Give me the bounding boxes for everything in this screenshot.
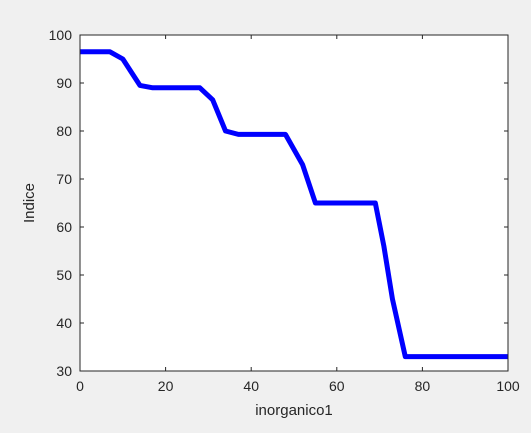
x-tick-label: 20 (158, 378, 174, 394)
y-tick-label: 70 (56, 171, 72, 187)
x-tick-label: 60 (329, 378, 345, 394)
series-line (80, 49, 508, 360)
x-tick-label: 0 (76, 378, 84, 394)
x-tick-label: 100 (496, 378, 520, 394)
y-axis-label: Indice (21, 183, 38, 223)
y-tick-label: 50 (56, 267, 72, 283)
tick-labels: 0 20 40 60 80 100 30 40 50 60 70 80 90 100 (49, 27, 520, 394)
y-tick-label: 60 (56, 219, 72, 235)
y-tick-label: 30 (56, 363, 72, 379)
series-layer (80, 49, 508, 360)
x-tick-label: 40 (243, 378, 259, 394)
x-tick-label: 80 (415, 378, 431, 394)
y-tick-label: 90 (56, 75, 72, 91)
plot-area (80, 35, 508, 371)
y-tick-label: 40 (56, 315, 72, 331)
plot-frame (79, 34, 509, 372)
y-tick-label: 100 (49, 27, 73, 43)
y-tick-label: 80 (56, 123, 72, 139)
x-axis-label: inorganico1 (255, 402, 333, 419)
